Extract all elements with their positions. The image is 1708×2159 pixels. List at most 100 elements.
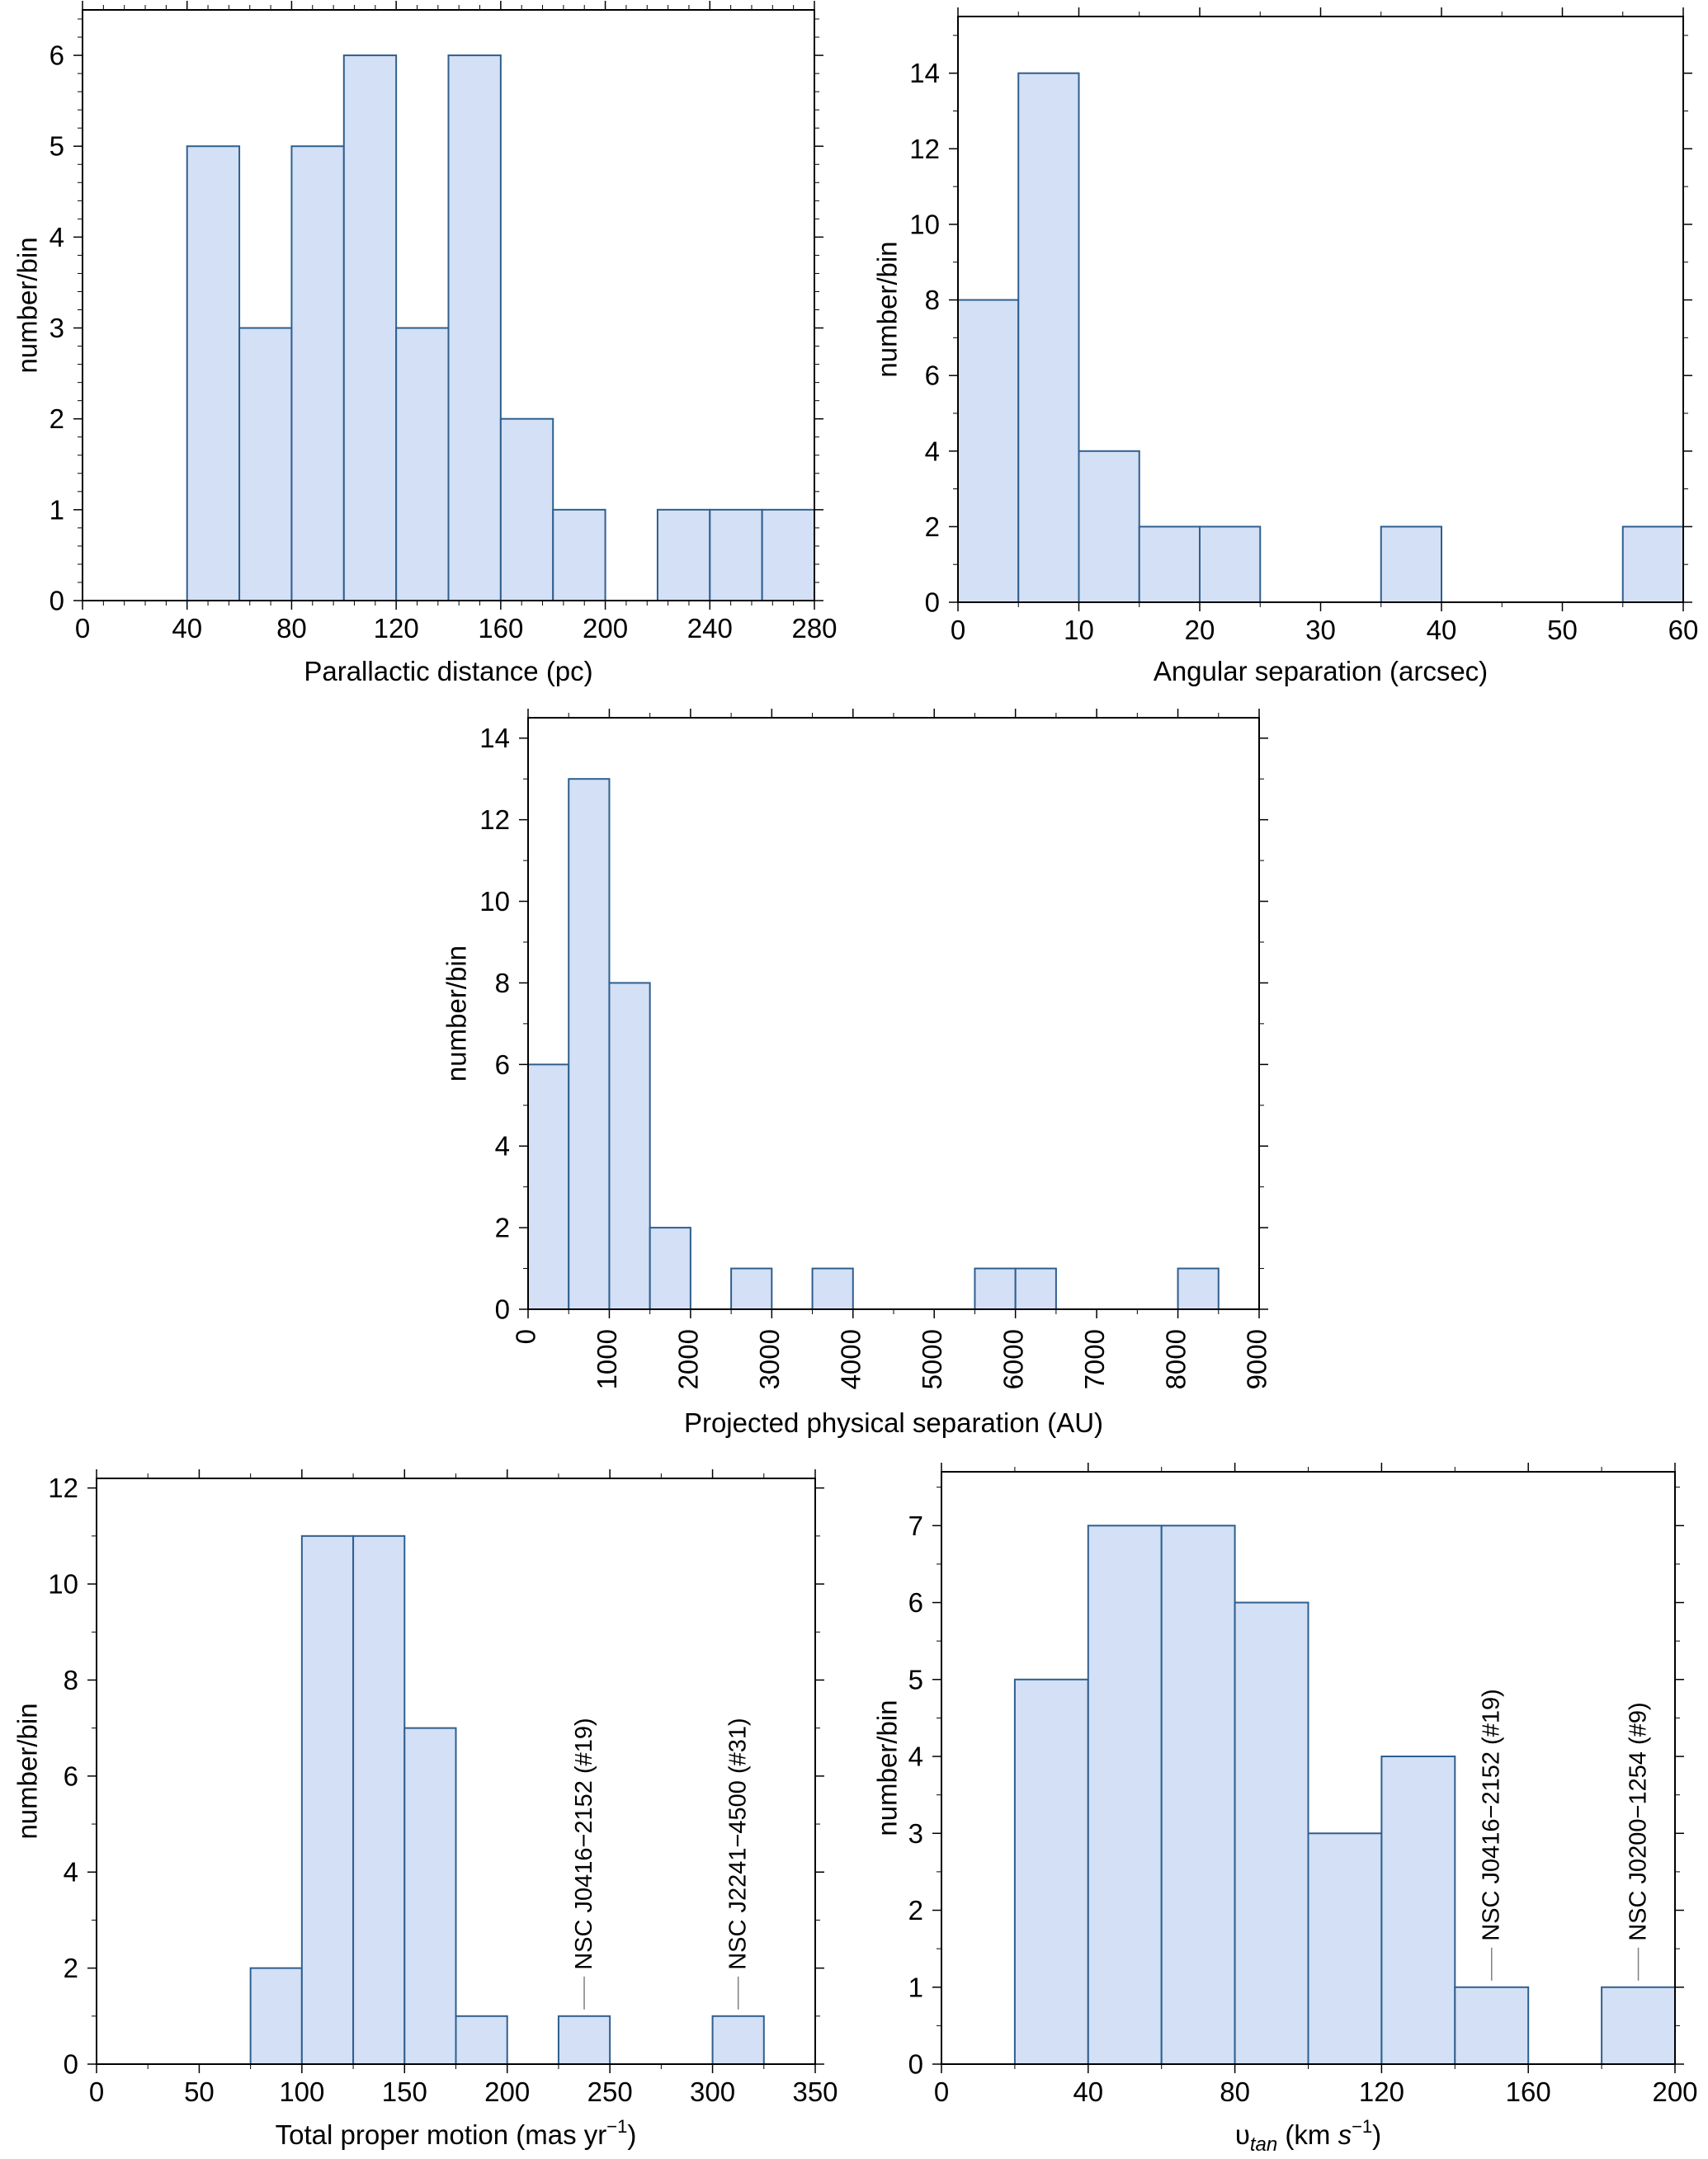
y-tick-label: 10 — [48, 1569, 78, 1600]
y-tick-label: 8 — [64, 1665, 78, 1695]
histogram-bar — [1307, 1832, 1383, 2066]
histogram-bar — [455, 2015, 508, 2065]
y-tick-label: 5 — [50, 131, 64, 162]
annotation-label: NSC J2241−4500 (#31) — [725, 1718, 752, 1970]
chart-distance: 0 40 80 120 160 200 240 280 0 1 2 3 4 5 6 Parallactic d… — [12, 1, 837, 686]
x-tick-label: 120 — [1359, 2077, 1404, 2107]
x-tick-label: 80 — [1220, 2077, 1250, 2107]
histogram-bar — [238, 327, 293, 601]
y-tick-label: 3 — [908, 1818, 923, 1849]
histogram-bar — [300, 1534, 355, 2065]
x-tick-label: 0 — [951, 615, 965, 645]
y-tick-label: 0 — [64, 2049, 78, 2080]
x-tick-label: 300 — [690, 2077, 735, 2107]
y-tick-label: 1 — [50, 494, 64, 525]
x-tick-label: 40 — [172, 613, 202, 643]
chart-vtan: 0 40 80 120 160 200 0 1 2 3 4 5 6 7 υtan (km s−1) numbe… — [872, 1463, 1698, 2156]
y-tick-label: 0 — [925, 587, 940, 618]
histogram-bar — [761, 508, 816, 601]
x-tick-label: 160 — [1506, 2077, 1551, 2107]
histogram-bar — [186, 145, 241, 601]
x-tick-label: 80 — [276, 613, 307, 643]
histogram-bar — [249, 1967, 303, 2065]
y-tick-label: 7 — [908, 1511, 923, 1541]
y-tick-label: 1 — [908, 1972, 923, 2002]
histogram-bar — [499, 417, 554, 602]
y-axis-label: number/bin — [872, 241, 903, 377]
y-tick-label: 12 — [48, 1473, 78, 1503]
histogram-bar — [527, 1063, 570, 1310]
histogram-bar — [342, 54, 398, 602]
x-tick-label: 2000 — [673, 1329, 704, 1389]
y-tick-label: 3 — [50, 313, 64, 343]
x-tick-label: 0 — [934, 2077, 949, 2107]
y-tick-label: 14 — [479, 723, 510, 753]
x-tick-label: 10 — [1064, 615, 1094, 645]
chart-angular: 0 10 20 30 40 50 60 0 2 4 6 8 10 12 14 Angular separati… — [872, 7, 1699, 686]
x-tick-label: 200 — [1652, 2077, 1697, 2107]
histogram-bar — [1380, 526, 1442, 603]
histogram-bar — [447, 54, 502, 602]
y-tick-label: 6 — [64, 1761, 78, 1791]
histogram-bar — [1160, 1525, 1236, 2065]
histogram-bar — [957, 299, 1020, 603]
y-tick-label: 6 — [925, 361, 940, 391]
x-tick-label: 9000 — [1242, 1329, 1272, 1389]
x-tick-label: 350 — [792, 2077, 837, 2107]
y-tick-label: 4 — [908, 1742, 923, 1772]
histogram-bar — [352, 1534, 406, 2065]
y-tick-label: 12 — [909, 134, 940, 164]
x-axis-label: Total proper motion (mas yr−1) — [276, 2116, 637, 2150]
chart-projected: 0 1000 2000 3000 4000 5000 6000 7000 8000 9000 0 2 4… — [441, 709, 1272, 1438]
histogram-bar — [1199, 526, 1262, 603]
annotation-label: NSC J0200−1254 (#9) — [1625, 1702, 1652, 1940]
y-tick-label: 4 — [64, 1857, 78, 1888]
x-tick-label: 40 — [1073, 2077, 1103, 2107]
x-tick-label: 1000 — [592, 1329, 622, 1389]
y-tick-label: 2 — [50, 403, 64, 434]
x-axis-label: υtan (km s−1) — [1235, 2116, 1381, 2156]
x-tick-label: 160 — [478, 613, 523, 643]
y-tick-label: 14 — [909, 58, 940, 88]
histogram-bar — [974, 1267, 1017, 1311]
chart-proper-motion: 0 50 100 150 200 250 300 350 0 2 4 6 8 10 12 Total prop… — [12, 1469, 838, 2150]
histogram-bar — [730, 1267, 773, 1311]
y-tick-label: 4 — [495, 1131, 510, 1162]
histogram-bar — [568, 778, 611, 1310]
y-tick-label: 8 — [495, 968, 510, 998]
x-tick-label: 200 — [583, 613, 628, 643]
x-tick-label: 0 — [75, 613, 90, 643]
histogram-bar — [1017, 72, 1080, 604]
histogram-bar — [1138, 526, 1201, 603]
x-tick-label: 60 — [1668, 615, 1699, 645]
y-tick-label: 2 — [495, 1213, 510, 1243]
histogram-bar — [711, 2015, 765, 2065]
histogram-bar — [1014, 1267, 1057, 1311]
x-axis-label: Parallactic distance (pc) — [304, 656, 592, 686]
histogram-bar — [1177, 1267, 1220, 1311]
x-tick-label: 40 — [1427, 615, 1457, 645]
y-tick-label: 4 — [925, 436, 940, 466]
annotation-label: NSC J0416−2152 (#19) — [1479, 1689, 1505, 1941]
x-tick-label: 0 — [511, 1329, 541, 1344]
histogram-bar — [709, 508, 763, 601]
y-tick-label: 0 — [495, 1294, 510, 1325]
histogram-bar — [395, 327, 450, 601]
x-tick-label: 150 — [382, 2077, 427, 2107]
plot-frame — [82, 9, 815, 601]
histogram-bar — [1013, 1678, 1089, 2065]
x-tick-label: 4000 — [835, 1329, 866, 1389]
histogram-bar — [1454, 1986, 1530, 2065]
histogram-bar — [649, 1227, 691, 1310]
x-tick-label: 20 — [1185, 615, 1215, 645]
y-tick-label: 6 — [495, 1049, 510, 1080]
x-tick-label: 50 — [1547, 615, 1578, 645]
histogram-bar — [1621, 526, 1684, 603]
histogram-bar — [1601, 1986, 1676, 2065]
histogram-bar — [1087, 1525, 1163, 2065]
histogram-bar — [1380, 1756, 1456, 2065]
annotation-label: NSC J0416−2152 (#19) — [571, 1718, 597, 1970]
histogram-bar — [290, 145, 345, 601]
y-tick-label: 8 — [925, 285, 940, 315]
